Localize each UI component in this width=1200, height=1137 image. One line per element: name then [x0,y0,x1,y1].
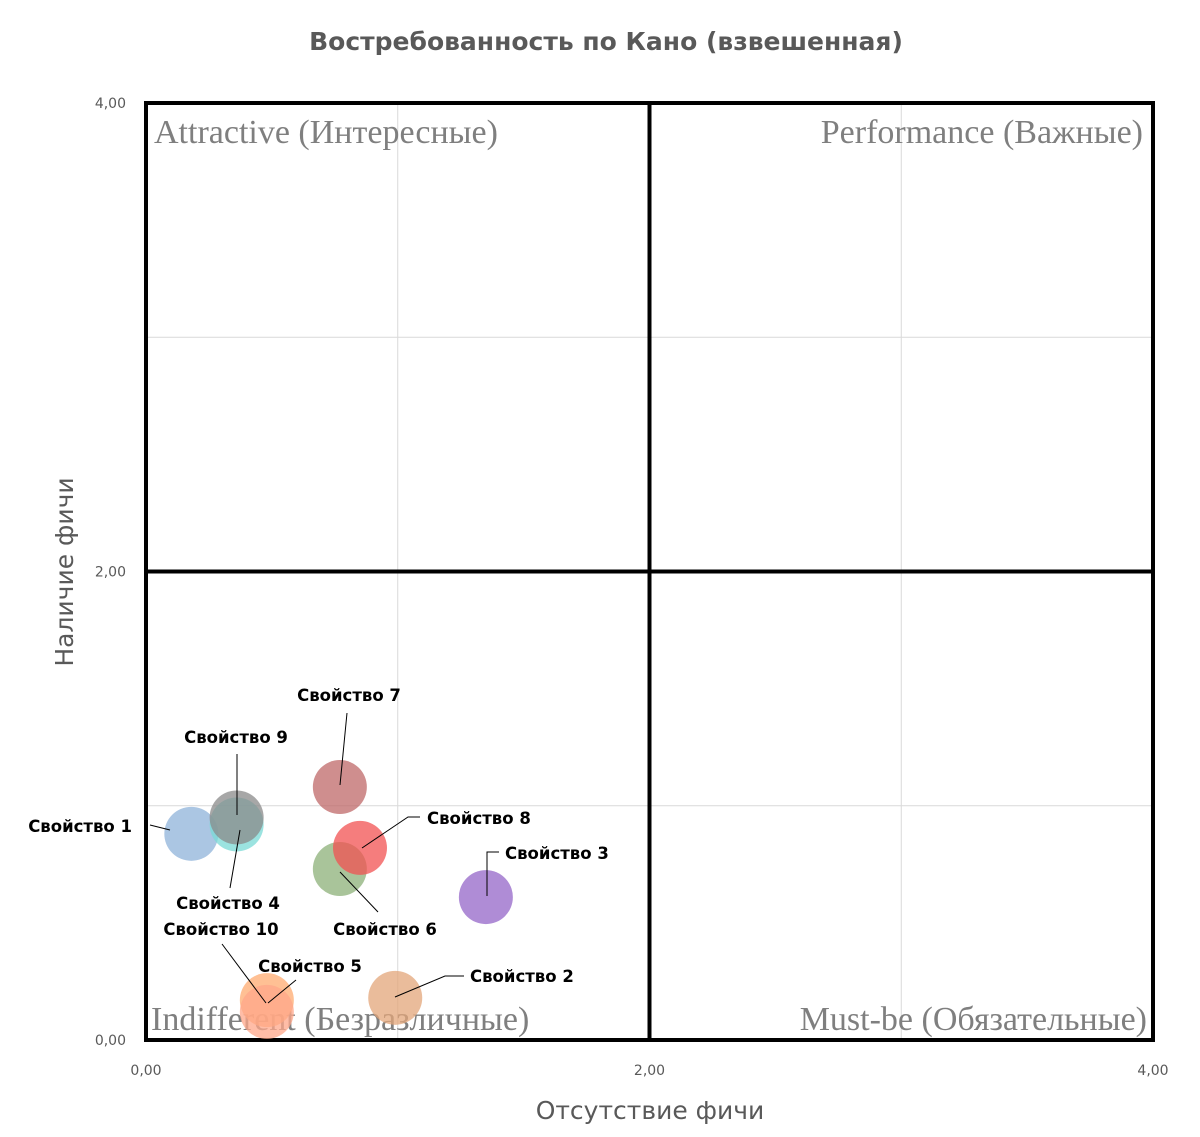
data-point-1 [164,806,219,861]
x-axis-title: Отсутствие фичи [536,1096,765,1125]
quadrant-labels: Attractive (Интересные) Performance (Важн… [151,114,1147,1038]
data-label-5: Свойство 5 [258,957,362,976]
leader-line-8 [361,816,420,849]
leader-line-5 [267,979,297,1004]
quadrant-dividers [144,101,1155,1042]
data-points [164,760,513,1039]
data-point-8 [332,820,387,875]
data-label-8: Свойство 8 [427,809,531,828]
leader-line-7 [339,712,348,786]
quadrant-label-bottom-left: Indifferent (Безразличные) [151,1001,529,1038]
data-point-10 [239,984,294,1039]
leader-line-10 [221,943,267,1004]
data-label-9: Свойство 9 [184,728,288,747]
data-label-7: Свойство 7 [297,686,401,705]
quadrant-label-top-left: Attractive (Интересные) [154,114,498,151]
leader-line-2 [394,975,464,998]
x-tick-label: 0,00 [130,1063,161,1079]
data-label-3: Свойство 3 [505,844,609,863]
axis-ticks: 0,00 2,00 4,00 0,00 2,00 4,00 [95,96,1169,1079]
chart-title: Востребованность по Кано (взвешенная) [309,27,903,56]
data-point-3 [458,870,513,925]
leader-line-3 [486,851,499,896]
data-point-9 [209,790,264,845]
data-point-2 [368,970,423,1025]
data-label-2: Свойство 2 [470,967,574,986]
data-label-4: Свойство 4 [176,894,280,913]
y-tick-label: 2,00 [95,565,126,581]
data-labels: Свойство 1 Свойство 2 Свойство 3 Свойство 4… [28,686,609,986]
quadrant-label-bottom-right: Must-be (Обязательные) [800,1001,1147,1038]
x-tick-label: 2,00 [634,1063,665,1079]
data-label-1: Свойство 1 [28,817,132,836]
y-tick-label: 4,00 [95,96,126,112]
leader-line-4 [229,829,241,889]
quadrant-label-top-right: Performance (Важные) [821,114,1143,151]
data-label-6: Свойство 6 [333,920,437,939]
x-tick-label: 4,00 [1137,1063,1168,1079]
data-label-10: Свойство 10 [163,920,278,939]
y-tick-label: 0,00 [95,1033,126,1049]
label-leader-lines [149,712,499,1004]
y-axis-title: Наличие фичи [50,477,79,666]
data-point-7 [312,760,367,815]
leader-line-6 [339,871,379,913]
leader-line-1 [149,824,171,831]
